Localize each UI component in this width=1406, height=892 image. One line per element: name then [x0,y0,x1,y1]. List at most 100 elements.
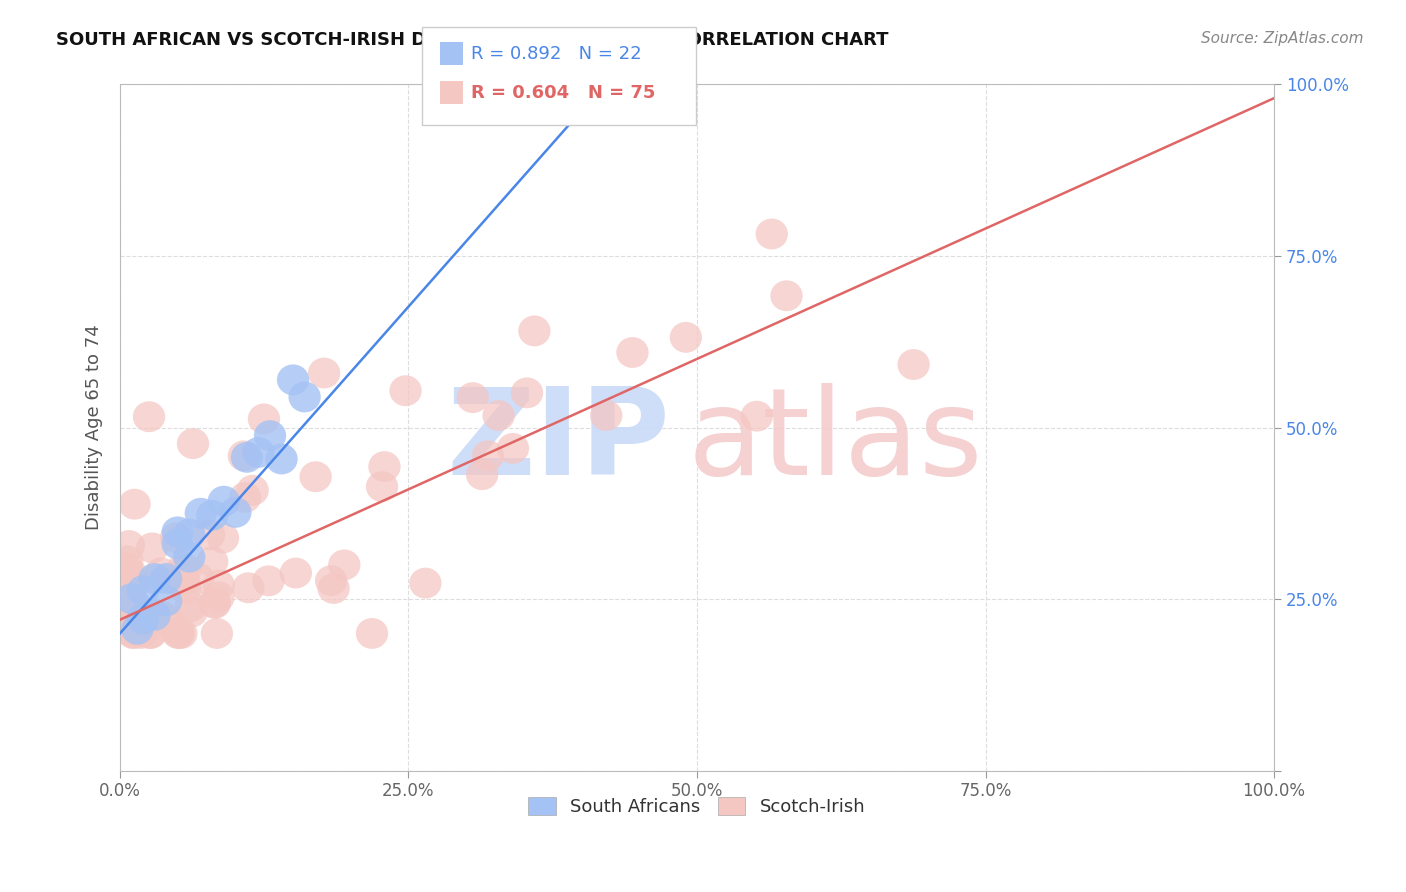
Ellipse shape [132,401,165,433]
Ellipse shape [145,558,177,589]
Ellipse shape [482,401,515,431]
Ellipse shape [231,442,263,473]
Ellipse shape [616,337,648,368]
Ellipse shape [208,486,240,516]
Ellipse shape [176,597,208,627]
Ellipse shape [183,563,215,594]
Ellipse shape [202,582,235,612]
Ellipse shape [252,566,284,596]
Text: R = 0.604   N = 75: R = 0.604 N = 75 [471,84,655,102]
Ellipse shape [288,382,321,412]
Ellipse shape [173,541,205,573]
Ellipse shape [150,563,183,594]
Ellipse shape [308,358,340,388]
Text: SOUTH AFRICAN VS SCOTCH-IRISH DISABILITY AGE 65 TO 74 CORRELATION CHART: SOUTH AFRICAN VS SCOTCH-IRISH DISABILITY… [56,31,889,49]
Ellipse shape [254,420,287,451]
Ellipse shape [114,615,146,646]
Ellipse shape [266,443,298,475]
Ellipse shape [201,618,233,648]
Ellipse shape [111,582,143,613]
Ellipse shape [127,575,159,607]
Ellipse shape [669,322,702,352]
Ellipse shape [299,461,332,492]
Ellipse shape [389,376,422,406]
Ellipse shape [193,519,225,550]
Ellipse shape [457,382,489,413]
Ellipse shape [409,567,441,599]
Ellipse shape [167,566,200,596]
Ellipse shape [163,618,195,648]
Ellipse shape [135,618,167,648]
Ellipse shape [315,566,347,596]
Ellipse shape [111,545,143,576]
Ellipse shape [897,349,929,380]
Ellipse shape [166,618,198,648]
Ellipse shape [591,401,623,431]
Ellipse shape [328,549,360,581]
Ellipse shape [496,433,529,464]
Ellipse shape [115,602,148,632]
Ellipse shape [356,618,388,648]
Ellipse shape [277,365,309,395]
Ellipse shape [118,618,150,648]
Ellipse shape [162,528,194,559]
Ellipse shape [519,316,551,346]
Ellipse shape [117,596,149,627]
Ellipse shape [510,377,543,409]
Ellipse shape [115,583,148,614]
Ellipse shape [368,451,401,482]
Ellipse shape [138,563,170,594]
Ellipse shape [117,618,149,648]
Text: R = 0.892   N = 22: R = 0.892 N = 22 [471,45,641,62]
Ellipse shape [162,618,194,648]
Legend: South Africans, Scotch-Irish: South Africans, Scotch-Irish [522,789,873,823]
Ellipse shape [177,428,209,459]
Ellipse shape [247,403,280,434]
Ellipse shape [465,459,498,490]
Ellipse shape [162,516,194,548]
Ellipse shape [236,475,269,506]
Ellipse shape [202,570,235,600]
Ellipse shape [111,553,143,583]
Ellipse shape [770,280,803,311]
Ellipse shape [207,523,239,553]
Text: ZIP: ZIP [447,383,671,500]
Ellipse shape [318,573,350,604]
Ellipse shape [472,441,505,471]
Text: Source: ZipAtlas.com: Source: ZipAtlas.com [1201,31,1364,46]
Ellipse shape [219,497,252,528]
Ellipse shape [131,601,163,632]
Ellipse shape [118,566,150,598]
Ellipse shape [174,591,207,623]
Ellipse shape [136,533,169,564]
Ellipse shape [156,609,188,640]
Ellipse shape [366,471,398,502]
Ellipse shape [118,489,150,520]
Ellipse shape [115,558,148,589]
Y-axis label: Disability Age 65 to 74: Disability Age 65 to 74 [86,325,103,531]
Ellipse shape [112,530,145,561]
Ellipse shape [150,585,183,616]
Ellipse shape [159,564,191,595]
Ellipse shape [195,500,228,531]
Ellipse shape [120,591,152,622]
Ellipse shape [228,441,260,471]
Ellipse shape [173,518,205,549]
Ellipse shape [146,601,179,632]
Ellipse shape [229,482,262,513]
Ellipse shape [138,600,170,631]
Ellipse shape [741,401,773,432]
Ellipse shape [127,604,159,634]
Text: atlas: atlas [688,383,983,500]
Ellipse shape [125,618,157,648]
Ellipse shape [184,498,217,529]
Ellipse shape [242,437,274,468]
Ellipse shape [115,608,148,639]
Ellipse shape [121,614,153,645]
Ellipse shape [166,554,198,585]
Ellipse shape [170,554,202,584]
Ellipse shape [280,558,312,589]
Ellipse shape [198,587,231,618]
Ellipse shape [160,523,193,553]
Ellipse shape [195,546,228,577]
